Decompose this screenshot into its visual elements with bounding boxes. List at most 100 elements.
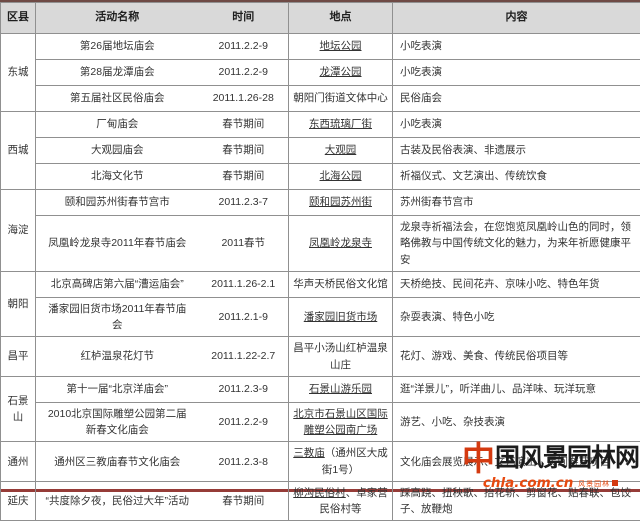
event-name-cell: 大观园庙会 <box>36 138 199 164</box>
event-place-cell: 北京市石景山区国际雕塑公园南广场 <box>289 402 393 442</box>
event-place-cell: 凤凰岭龙泉寺 <box>289 216 393 272</box>
place-link[interactable]: 龙潭公园 <box>320 66 362 78</box>
event-time-cell: 2011.2.2-9 <box>199 60 289 86</box>
event-name-cell: 颐和园苏州街春节宫市 <box>36 190 199 216</box>
event-place-cell: 大观园 <box>289 138 393 164</box>
place-link[interactable]: 石景山游乐园 <box>309 383 372 395</box>
event-content-cell: 游艺、小吃、杂技表演 <box>393 402 640 442</box>
place-link[interactable]: 大观园 <box>325 144 357 156</box>
event-time-cell: 2011.2.3-8 <box>199 442 289 482</box>
watermark-site-name-rest: 国风景园林网 <box>495 443 639 472</box>
event-name-cell: 第十一届“北京洋庙会” <box>36 376 199 402</box>
event-name-cell: 第28届龙潭庙会 <box>36 60 199 86</box>
event-content-cell: 小吃表演 <box>393 34 640 60</box>
watermark-url: chla.com.cn <box>483 475 574 491</box>
place-text: 朝阳门街道文体中心 <box>293 92 388 104</box>
place-link[interactable]: 北京市石景山区国际雕塑公园南广场 <box>293 408 388 436</box>
place-text: 昌平小汤山红栌温泉山庄 <box>293 342 388 370</box>
event-name-cell: 潘家园旧货市场2011年春节庙会 <box>36 297 199 337</box>
district-cell: 朝阳 <box>1 271 36 337</box>
table-row: 大观园庙会春节期间 大观园 古装及民俗表演、非遗展示 <box>1 138 640 164</box>
table-row: 西城厂甸庙会春节期间东西琉璃厂街小吃表演 <box>1 112 640 138</box>
watermark-site-name-accent-char: 中 <box>462 439 495 478</box>
event-name-cell: “共度除夕夜，民俗过大年”活动 <box>36 481 199 521</box>
event-time-cell: 2011.1.22-2.7 <box>199 337 289 377</box>
event-time-cell: 2011.2.3-7 <box>199 190 289 216</box>
event-content-cell: 花灯、游戏、美食、传统民俗项目等 <box>393 337 640 377</box>
event-place-cell: 华声天桥民俗文化馆 <box>289 271 393 297</box>
event-place-cell: 潘家园旧货市场 <box>289 297 393 337</box>
event-name-cell: 凤凰岭龙泉寺2011年春节庙会 <box>36 216 199 272</box>
event-time-cell: 2011.2.3-9 <box>199 376 289 402</box>
event-place-cell: 龙潭公园 <box>289 60 393 86</box>
column-header: 地点 <box>289 3 393 34</box>
watermark-url-line: chla.com.cn 风景园林 <box>462 476 639 491</box>
event-time-cell: 2011.1.26-28 <box>199 86 289 112</box>
event-time-cell: 春节期间 <box>199 164 289 190</box>
event-content-cell: 祈福仪式、文艺演出、传统饮食 <box>393 164 640 190</box>
event-name-cell: 第26届地坛庙会 <box>36 34 199 60</box>
event-place-cell: 昌平小汤山红栌温泉山庄 <box>289 337 393 377</box>
district-cell: 海淀 <box>1 190 36 272</box>
event-place-cell: 柳沟民俗村、卓家营民俗村等 <box>289 481 393 521</box>
event-name-cell: 厂甸庙会 <box>36 112 199 138</box>
event-name-cell: 通州区三教庙春节文化庙会 <box>36 442 199 482</box>
event-content-cell: 杂耍表演、特色小吃 <box>393 297 640 337</box>
event-content-cell: 小吃表演 <box>393 60 640 86</box>
event-content-cell: 天桥绝技、民间花卉、京味小吃、特色年货 <box>393 271 640 297</box>
watermark-seal-text: 风景园林 <box>578 480 610 488</box>
place-link[interactable]: 凤凰岭龙泉寺 <box>309 237 372 249</box>
place-link[interactable]: 柳沟民俗村 <box>293 487 346 499</box>
column-header: 内容 <box>393 3 640 34</box>
event-time-cell: 2011.2.2-9 <box>199 402 289 442</box>
place-text: （通州区大成街1号） <box>322 447 388 475</box>
event-place-cell: 北海公园 <box>289 164 393 190</box>
event-name-cell: 第五届社区民俗庙会 <box>36 86 199 112</box>
place-link[interactable]: 三教庙 <box>293 447 325 459</box>
event-name-cell: 红栌温泉花灯节 <box>36 337 199 377</box>
district-cell: 西城 <box>1 112 36 190</box>
place-link[interactable]: 颐和园苏州街 <box>309 196 372 208</box>
event-content-cell: 古装及民俗表演、非遗展示 <box>393 138 640 164</box>
event-place-cell: 地坛公园 <box>289 34 393 60</box>
event-time-cell: 2011.2.2-9 <box>199 34 289 60</box>
event-content-cell: 小吃表演 <box>393 112 640 138</box>
table-row: 北海文化节春节期间 北海公园 祈福仪式、文艺演出、传统饮食 <box>1 164 640 190</box>
event-content-cell: 苏州街春节宫市 <box>393 190 640 216</box>
event-time-cell: 春节期间 <box>199 481 289 521</box>
event-time-cell: 春节期间 <box>199 138 289 164</box>
event-time-cell: 2011.2.1-9 <box>199 297 289 337</box>
column-header: 区县 <box>1 3 36 34</box>
place-link[interactable]: 东西琉璃厂街 <box>309 118 372 130</box>
table-header-row: 区县活动名称时间地点内容 <box>1 3 640 34</box>
district-cell: 昌平 <box>1 337 36 377</box>
event-content-cell: 龙泉寺祈福法会，在您饱览凤凰岭山色的同时，领略佛教与中国传统文化的魅力，为来年祈… <box>393 216 640 272</box>
event-place-cell: 石景山游乐园 <box>289 376 393 402</box>
event-time-cell: 2011春节 <box>199 216 289 272</box>
event-place-cell: 三教庙（通州区大成街1号） <box>289 442 393 482</box>
event-name-cell: 2010北京国际雕塑公园第二届新春文化庙会 <box>36 402 199 442</box>
place-link[interactable]: 地坛公园 <box>320 40 362 52</box>
site-watermark: 中国风景园林网 chla.com.cn 风景园林 <box>462 442 639 491</box>
district-cell: 通州 <box>1 442 36 482</box>
place-link[interactable]: 北海公园 <box>320 170 362 182</box>
event-time-cell: 2011.1.26-2.1 <box>199 271 289 297</box>
event-place-cell: 颐和园苏州街 <box>289 190 393 216</box>
event-time-cell: 春节期间 <box>199 112 289 138</box>
watermark-site-name: 中国风景园林网 <box>462 442 639 475</box>
event-name-cell: 北京高碑店第六届“漕运庙会” <box>36 271 199 297</box>
event-name-cell: 北海文化节 <box>36 164 199 190</box>
district-cell: 东城 <box>1 34 36 112</box>
place-link[interactable]: 潘家园旧货市场 <box>304 311 378 323</box>
event-place-cell: 朝阳门街道文体中心 <box>289 86 393 112</box>
column-header: 时间 <box>199 3 289 34</box>
